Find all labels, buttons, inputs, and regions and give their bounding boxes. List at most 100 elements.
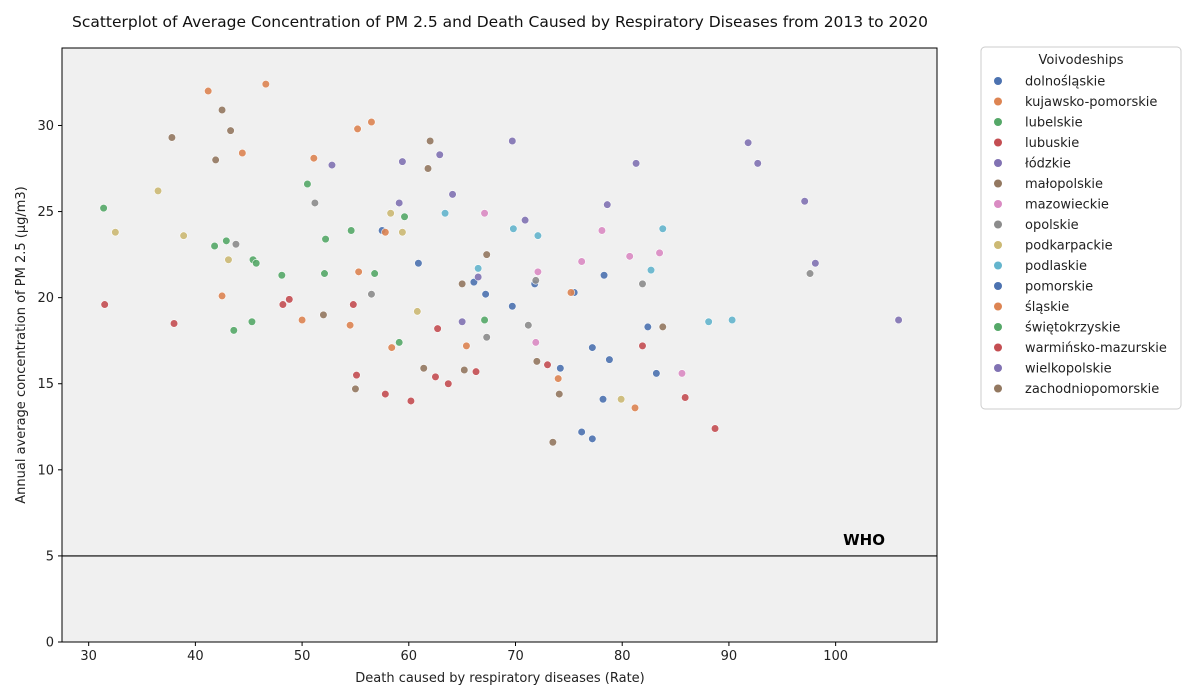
data-point bbox=[386, 209, 395, 218]
data-point bbox=[419, 364, 428, 373]
legend-marker bbox=[994, 159, 1002, 167]
data-point bbox=[278, 300, 287, 309]
data-point bbox=[652, 369, 661, 378]
legend-title: Voivodeships bbox=[1039, 53, 1124, 68]
legend-item-label: podkarpackie bbox=[1025, 239, 1113, 254]
data-point bbox=[554, 374, 563, 383]
legend-marker bbox=[994, 261, 1002, 270]
data-point bbox=[433, 324, 442, 333]
data-point bbox=[319, 310, 328, 319]
legend-marker bbox=[994, 118, 1002, 126]
data-point bbox=[681, 393, 690, 402]
y-tick-label: 15 bbox=[37, 377, 54, 392]
data-point bbox=[531, 338, 540, 347]
y-tick-label: 10 bbox=[37, 463, 54, 478]
data-point bbox=[226, 126, 235, 135]
x-tick-label: 30 bbox=[80, 649, 97, 664]
data-point bbox=[458, 279, 467, 288]
data-point bbox=[482, 250, 491, 259]
data-point bbox=[638, 341, 647, 350]
data-point bbox=[521, 216, 530, 225]
data-point bbox=[381, 389, 390, 399]
legend-item-label: lubelskie bbox=[1025, 116, 1083, 131]
data-point bbox=[353, 124, 362, 134]
legend-item-label: wielkopolskie bbox=[1025, 362, 1112, 377]
legend-item-label: opolskie bbox=[1025, 218, 1079, 233]
data-point bbox=[532, 357, 541, 366]
data-point bbox=[566, 288, 576, 297]
legend-marker bbox=[994, 364, 1002, 372]
data-point bbox=[252, 259, 261, 268]
data-point bbox=[381, 228, 390, 237]
legend-marker bbox=[994, 138, 1002, 147]
data-point bbox=[217, 105, 227, 115]
data-point bbox=[351, 384, 360, 394]
data-point bbox=[658, 322, 667, 332]
legend-item-label: kujawsko-pomorskie bbox=[1025, 95, 1157, 110]
legend-item-label: mazowieckie bbox=[1025, 198, 1109, 213]
data-point bbox=[395, 198, 404, 208]
data-point bbox=[303, 179, 312, 189]
data-point bbox=[543, 360, 552, 369]
data-point bbox=[482, 333, 491, 342]
data-point bbox=[347, 226, 356, 235]
data-point bbox=[533, 231, 543, 240]
data-point bbox=[406, 396, 416, 406]
data-point bbox=[413, 307, 422, 316]
legend-item-label: dolnośląskie bbox=[1025, 75, 1105, 90]
data-point bbox=[354, 267, 363, 276]
data-point bbox=[395, 338, 404, 347]
y-tick-label: 5 bbox=[46, 549, 54, 564]
legend-item-label: lubuskie bbox=[1025, 136, 1079, 151]
data-point bbox=[231, 240, 241, 249]
data-point bbox=[555, 389, 564, 399]
data-point bbox=[285, 295, 294, 304]
data-point bbox=[704, 317, 713, 326]
data-point bbox=[320, 269, 329, 278]
legend-marker bbox=[994, 323, 1002, 331]
legend-marker bbox=[994, 302, 1002, 311]
data-point bbox=[474, 264, 483, 273]
data-point bbox=[598, 395, 608, 404]
data-point bbox=[398, 228, 407, 237]
data-point bbox=[460, 365, 469, 375]
data-point bbox=[204, 86, 213, 96]
data-point bbox=[431, 372, 440, 381]
data-point bbox=[367, 117, 376, 127]
data-point bbox=[638, 279, 647, 288]
data-point bbox=[387, 343, 396, 352]
data-point bbox=[414, 259, 423, 268]
legend-marker bbox=[994, 220, 1002, 229]
data-point bbox=[210, 241, 219, 251]
legend-item-label: świętokrzyskie bbox=[1025, 321, 1120, 336]
data-point bbox=[480, 315, 489, 325]
legend-item-label: łódzkie bbox=[1025, 157, 1071, 172]
x-axis-label: Death caused by respiratory diseases (Ra… bbox=[355, 671, 645, 686]
data-point bbox=[655, 248, 664, 257]
data-point bbox=[398, 157, 407, 166]
y-tick-label: 0 bbox=[46, 636, 54, 651]
data-point bbox=[744, 138, 753, 147]
data-point bbox=[630, 403, 640, 412]
data-point bbox=[111, 228, 120, 237]
data-point bbox=[556, 364, 565, 373]
data-points bbox=[99, 80, 903, 447]
x-tick-label: 60 bbox=[401, 649, 418, 664]
data-point bbox=[603, 200, 612, 209]
data-point bbox=[211, 155, 220, 165]
who-label: WHO bbox=[843, 531, 885, 549]
data-point bbox=[277, 271, 286, 280]
data-point bbox=[471, 367, 481, 376]
data-point bbox=[297, 315, 307, 325]
data-point bbox=[753, 159, 762, 168]
x-axis: 30 40 50 60 70 80 90 100 bbox=[80, 642, 848, 664]
data-point bbox=[224, 255, 233, 264]
x-tick-label: 100 bbox=[823, 649, 848, 664]
data-point bbox=[643, 322, 652, 332]
data-point bbox=[617, 395, 626, 404]
data-point bbox=[605, 355, 614, 364]
legend-marker bbox=[994, 343, 1002, 352]
x-tick-label: 50 bbox=[294, 649, 311, 664]
data-point bbox=[222, 236, 231, 245]
